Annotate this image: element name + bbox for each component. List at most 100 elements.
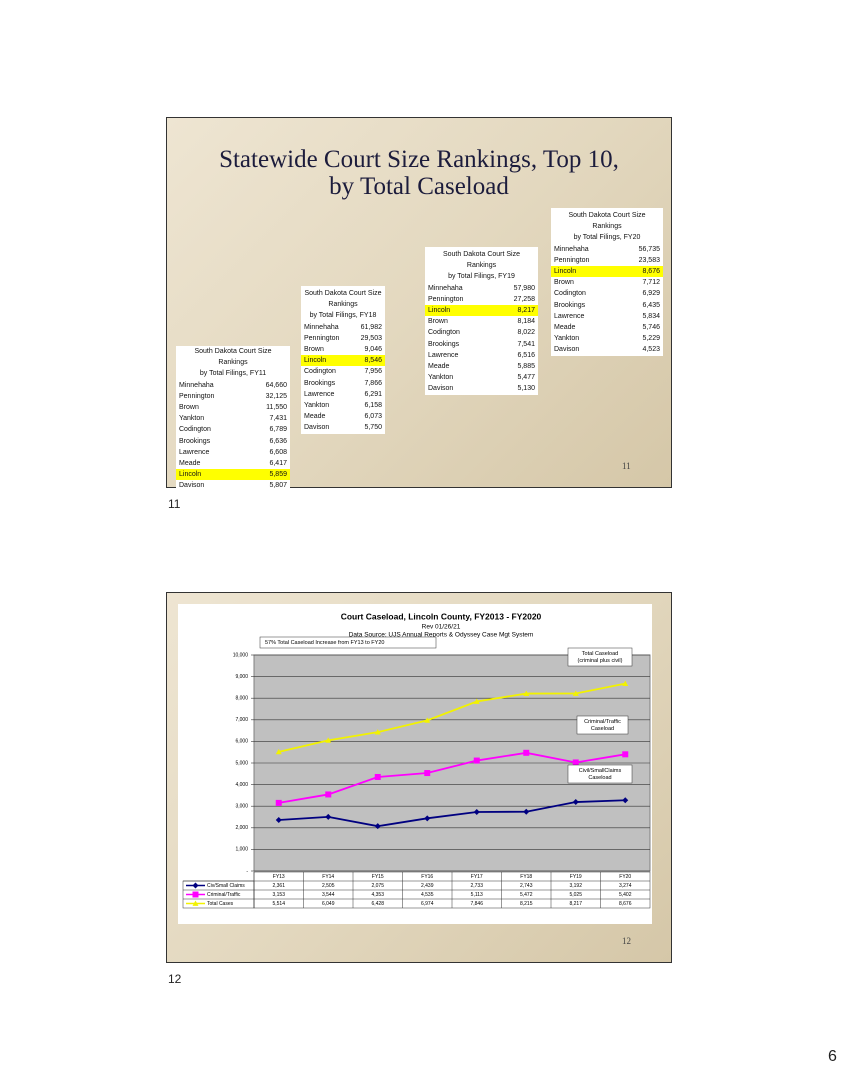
marker — [572, 759, 579, 766]
table-row: Meade 6,417 — [179, 458, 287, 469]
filings: 7,956 — [364, 368, 382, 376]
x-tick-label: FY17 — [471, 874, 483, 880]
table-row: Pennington 23,583 — [554, 255, 660, 266]
county: Codington — [179, 426, 211, 434]
marker — [325, 737, 332, 743]
filings: 8,546 — [364, 357, 382, 365]
table-row: Lawrence 6,608 — [179, 447, 287, 458]
title-line: by Total Caseload — [329, 173, 509, 200]
y-tick-label: - — [246, 868, 248, 874]
x-tick-label: FY20 — [619, 874, 631, 880]
county: Pennington — [554, 256, 590, 264]
marker — [374, 823, 381, 830]
table-title: by Total Filings, FY19 — [448, 273, 515, 281]
county: Meade — [179, 460, 201, 468]
filings: 6,435 — [642, 301, 660, 309]
data-label: 2,733 — [470, 883, 483, 889]
data-label: 2,075 — [371, 883, 384, 889]
y-tick-label: 10,000 — [233, 652, 249, 658]
data-label: 7,846 — [470, 901, 483, 907]
marker — [622, 680, 629, 686]
x-tick-label: FY15 — [372, 874, 384, 880]
annotation: (criminal plus civil) — [578, 658, 623, 664]
filings: 6,073 — [364, 413, 382, 421]
filings: 7,712 — [642, 279, 660, 287]
filings: 56,735 — [638, 245, 660, 253]
data-label: 5,025 — [569, 892, 582, 898]
data-label: 6,428 — [371, 901, 384, 907]
county: Davison — [304, 424, 330, 432]
county: Brown — [304, 346, 324, 354]
county: Minnehaha — [428, 284, 463, 292]
filings: 8,217 — [517, 307, 535, 315]
filings: 11,550 — [266, 404, 287, 412]
chart-title: Court Caseload, Lincoln County, FY2013 -… — [341, 611, 542, 621]
table-row: Minnehaha 61,982 — [304, 322, 382, 333]
table-row: Pennington 29,503 — [304, 333, 382, 344]
series-line — [278, 799, 626, 828]
county: Meade — [428, 363, 450, 371]
data-label: 4,535 — [421, 892, 434, 898]
table-row: Minnehaha 56,735 — [554, 244, 660, 255]
filings: 5,807 — [269, 482, 287, 490]
table-title: by Total Filings, FY11 — [199, 370, 267, 378]
y-tick-label: 3,000 — [235, 804, 248, 810]
filings: 6,158 — [364, 402, 382, 410]
filings: 23,583 — [638, 256, 660, 264]
y-tick-label: 2,000 — [235, 825, 248, 831]
slide-caption: 11 — [168, 497, 181, 511]
table-row: Meade 6,073 — [304, 411, 382, 422]
filings: 6,636 — [269, 437, 287, 445]
data-label: 2,439 — [421, 883, 434, 889]
county: Yankton — [304, 402, 330, 410]
data-label: 6,049 — [322, 901, 335, 907]
y-tick-label: 1,000 — [235, 847, 248, 853]
table-title: by Total Filings, FY18 — [309, 312, 377, 320]
table-row: Lincoln 8,676 — [551, 266, 663, 278]
y-tick-label: 4,000 — [235, 782, 248, 788]
county: Lincoln — [428, 307, 451, 315]
table-title: South Dakota Court Size Rankings — [304, 290, 382, 309]
county: Pennington — [304, 334, 340, 342]
table-row: Yankton 5,229 — [554, 333, 660, 344]
data-label: 4,353 — [371, 892, 384, 898]
legend-label: Total Cases — [207, 901, 234, 907]
county: Brookings — [179, 437, 211, 445]
table-row: Brookings 7,866 — [304, 378, 382, 389]
annotation: Caseload — [591, 726, 614, 732]
marker — [473, 757, 480, 764]
table-row: Davison 5,750 — [304, 422, 382, 433]
county: Pennington — [179, 392, 215, 400]
data-label: 3,544 — [322, 892, 335, 898]
table-row: Meade 5,746 — [554, 322, 660, 333]
marker — [275, 748, 282, 755]
data-label: 8,215 — [520, 901, 533, 907]
marker — [424, 815, 431, 822]
county: Brown — [428, 318, 448, 326]
table-row: Lawrence 6,291 — [304, 389, 382, 400]
county: Minnehaha — [304, 323, 339, 331]
table-row: Codington 6,929 — [554, 288, 660, 299]
slide: Court Caseload, Lincoln County, FY2013 -… — [166, 592, 672, 963]
table-row: Brown 11,550 — [179, 402, 287, 413]
county: Davison — [179, 482, 205, 490]
filings: 8,184 — [517, 318, 535, 326]
x-tick-label: FY14 — [322, 874, 334, 880]
filings: 29,503 — [360, 334, 382, 342]
page-number: 6 — [828, 1048, 837, 1065]
marker — [572, 690, 579, 696]
table-row: Meade 5,885 — [428, 361, 535, 372]
x-tick-label: FY16 — [421, 874, 433, 880]
county: Meade — [304, 413, 326, 421]
filings: 6,929 — [642, 290, 660, 298]
legend-marker — [192, 891, 199, 898]
filings: 9,046 — [364, 346, 382, 354]
annotation: 57% Total Caseload Increase from FY13 to… — [265, 640, 384, 646]
legend-marker — [192, 882, 199, 889]
filings: 6,417 — [269, 460, 287, 468]
table-row: Brown 9,046 — [304, 344, 382, 355]
table-row: Brookings 6,636 — [179, 436, 287, 447]
annotation-box — [576, 715, 629, 735]
county: Lincoln — [179, 471, 202, 479]
